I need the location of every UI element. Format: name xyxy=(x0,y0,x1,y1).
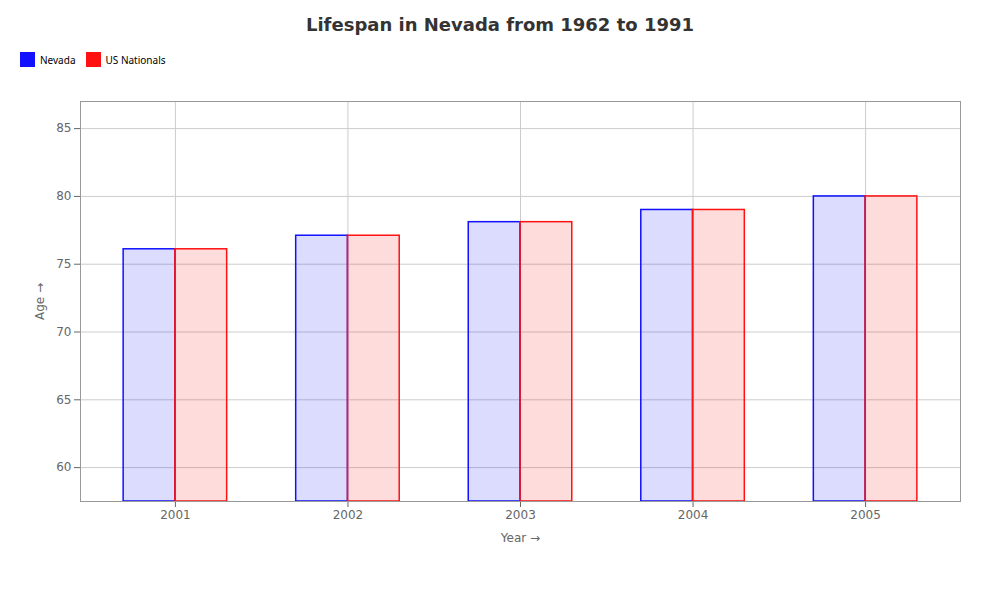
svg-text:75: 75 xyxy=(56,257,71,271)
svg-text:85: 85 xyxy=(56,121,71,135)
svg-text:2001: 2001 xyxy=(160,508,191,522)
svg-text:2004: 2004 xyxy=(678,508,709,522)
svg-text:70: 70 xyxy=(56,325,71,339)
svg-text:Year →: Year → xyxy=(500,531,540,545)
svg-text:2003: 2003 xyxy=(505,508,536,522)
svg-text:Age →: Age → xyxy=(33,283,47,320)
svg-text:2005: 2005 xyxy=(850,508,881,522)
html-text:US Nationals: US Nationals xyxy=(105,52,166,67)
svg-text:60: 60 xyxy=(56,460,71,474)
svg-text:80: 80 xyxy=(56,189,71,203)
html-text:Nevada: Nevada xyxy=(40,52,76,67)
html-text:Lifespan in Nevada from 1962 t: Lifespan in Nevada from 1962 to 1991 xyxy=(306,14,694,35)
svg-text:65: 65 xyxy=(56,393,71,407)
svg-text:2002: 2002 xyxy=(333,508,364,522)
